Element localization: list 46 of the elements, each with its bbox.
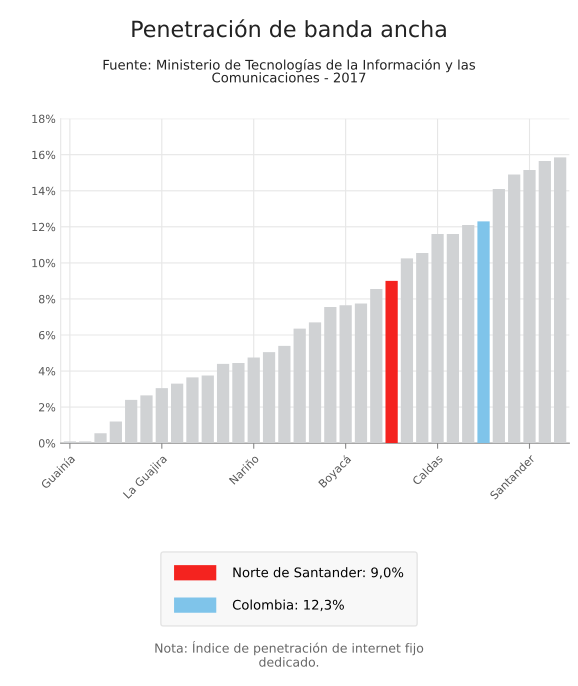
bar [170, 384, 184, 444]
bar [294, 328, 306, 444]
bar [462, 225, 474, 444]
bar [538, 161, 551, 444]
bar [324, 307, 336, 444]
text: Nota: Índice de penetración de internet fijo dedicado. [155, 641, 424, 667]
bar [385, 280, 398, 444]
y-tick-label: 0% [38, 439, 56, 448]
bar [554, 157, 566, 444]
bar [278, 346, 290, 444]
y-tick-label: 14% [32, 186, 56, 196]
bar [492, 188, 505, 444]
chart-title: Penetración de banda ancha [132, 19, 446, 38]
legend-label: Norte de Santander: 9,0% [233, 567, 404, 579]
bar [202, 376, 214, 444]
y-tick-label: 12% [32, 222, 56, 232]
bar [216, 364, 230, 444]
bar [508, 174, 520, 444]
bar [370, 289, 382, 444]
bar [523, 170, 536, 444]
bar [186, 377, 199, 444]
y-tick-label: 10% [32, 258, 56, 268]
bar [354, 303, 368, 444]
bar [248, 358, 260, 444]
bar [340, 305, 352, 444]
bar [125, 400, 138, 444]
y-tick-label: 18% [32, 114, 56, 124]
y-tick-label: 4% [38, 367, 56, 376]
bar [140, 395, 153, 444]
bar [232, 362, 245, 444]
bar [477, 221, 490, 444]
bar [110, 422, 122, 444]
bar [156, 388, 168, 444]
legend-label: Colombia: 12,3% [232, 600, 344, 612]
bar [400, 258, 414, 444]
bar [446, 234, 460, 444]
y-tick-label: 6% [38, 330, 56, 340]
y-tick-label: 8% [38, 294, 56, 304]
chart-subtitle: Fuente: Ministerio de Tecnologías de la Información y las Comunicaciones - 2017 [104, 58, 476, 83]
y-tick-label: 2% [39, 403, 56, 412]
bar [94, 433, 107, 444]
bar [431, 234, 444, 444]
bar [262, 352, 276, 444]
bar [308, 322, 322, 444]
bar [416, 252, 428, 444]
y-tick-label: 16% [32, 150, 56, 160]
